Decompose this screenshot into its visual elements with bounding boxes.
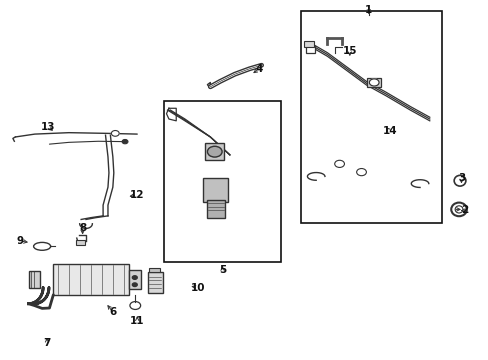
Text: 5: 5: [219, 265, 226, 275]
Circle shape: [111, 131, 119, 136]
Circle shape: [356, 168, 366, 176]
Circle shape: [132, 276, 137, 279]
Text: 6: 6: [109, 307, 116, 317]
Text: 7: 7: [43, 338, 51, 348]
Ellipse shape: [454, 206, 462, 213]
Text: 8: 8: [79, 224, 86, 233]
Circle shape: [130, 302, 141, 310]
Circle shape: [122, 139, 128, 144]
Ellipse shape: [450, 203, 466, 216]
Bar: [203, 178, 228, 202]
Ellipse shape: [34, 242, 51, 250]
Text: 2: 2: [460, 206, 468, 216]
Bar: [205, 143, 224, 160]
Bar: [300, 12, 441, 223]
Text: 4: 4: [255, 64, 262, 74]
Bar: [366, 78, 380, 87]
Bar: [163, 101, 281, 262]
Bar: [304, 41, 313, 47]
Text: 12: 12: [130, 190, 144, 200]
Text: 13: 13: [41, 122, 55, 132]
Text: 9: 9: [17, 236, 24, 246]
Bar: [129, 270, 141, 289]
Circle shape: [334, 160, 344, 167]
Bar: [53, 264, 129, 295]
Bar: [149, 268, 160, 272]
Text: 10: 10: [190, 283, 205, 293]
Text: 15: 15: [342, 46, 356, 56]
Bar: [306, 45, 315, 53]
Text: 3: 3: [457, 173, 464, 183]
Circle shape: [368, 79, 378, 86]
Text: 11: 11: [130, 316, 144, 325]
Circle shape: [207, 146, 222, 157]
Bar: [29, 271, 40, 288]
Ellipse shape: [453, 175, 465, 186]
Bar: [76, 239, 85, 245]
Text: 1: 1: [365, 5, 372, 15]
Text: 14: 14: [382, 126, 396, 136]
Bar: [206, 201, 224, 218]
Circle shape: [132, 283, 137, 287]
Bar: [148, 272, 162, 293]
